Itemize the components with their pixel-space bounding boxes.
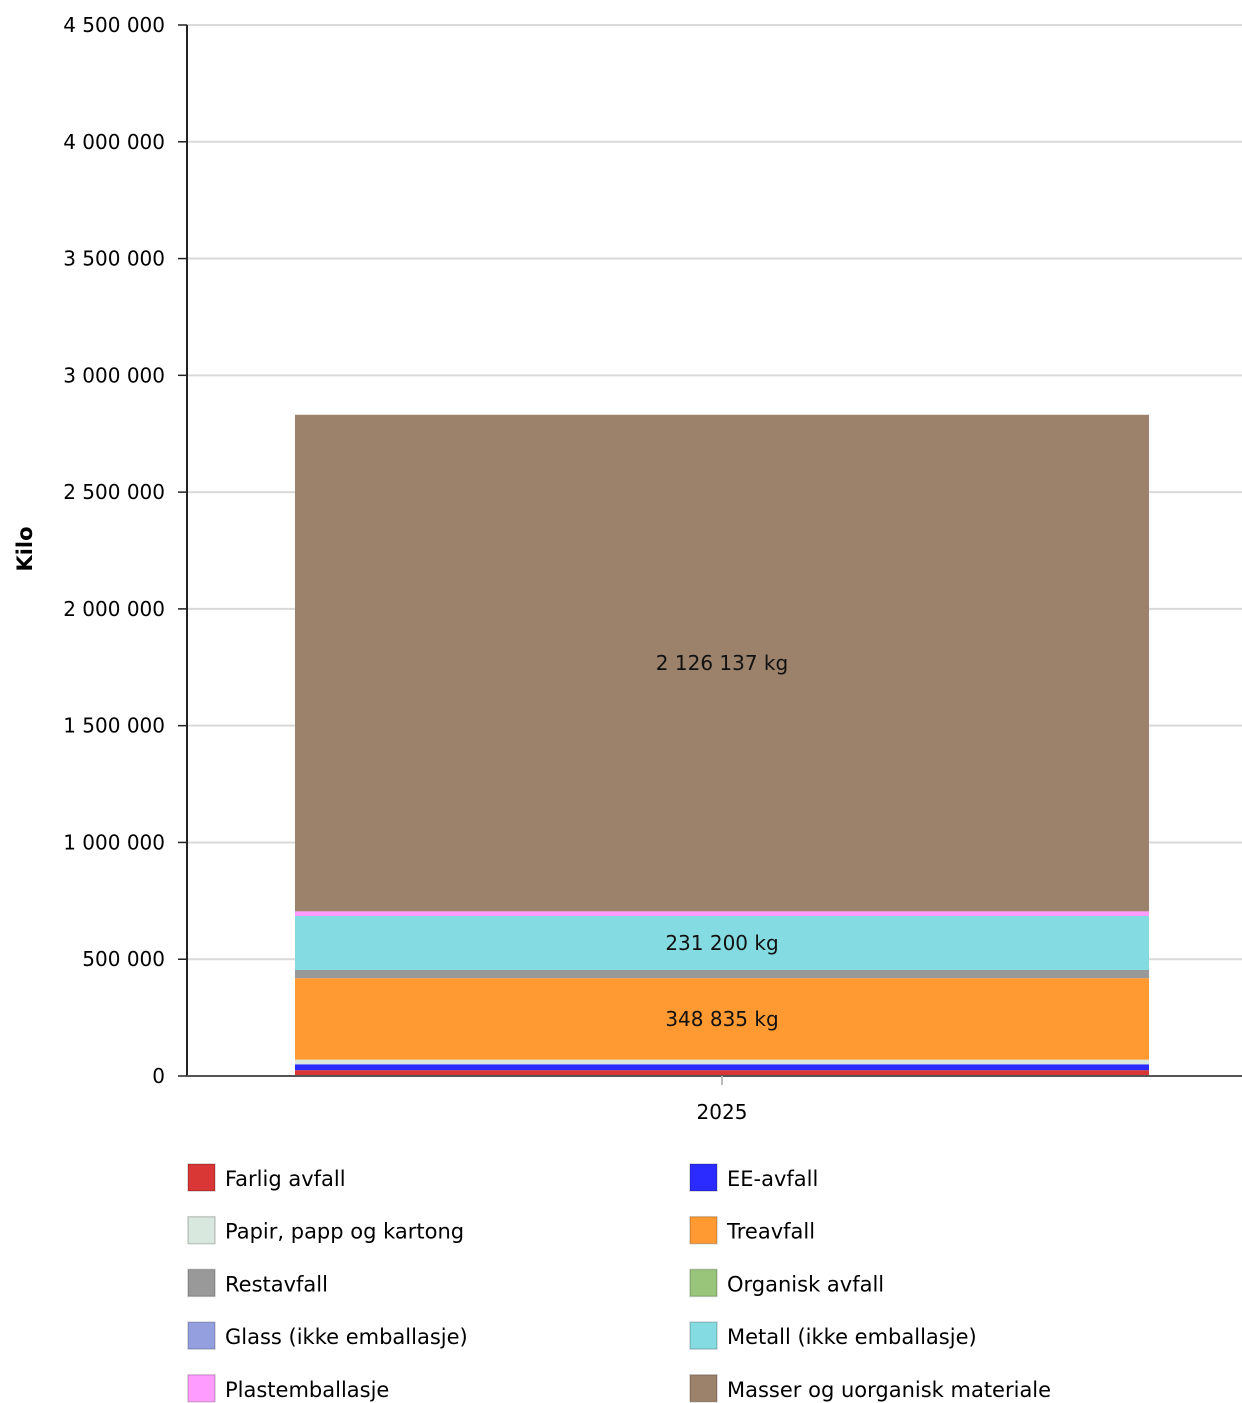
legend-item-masser-og-uorganisk-materiale[interactable]: Masser og uorganisk materiale bbox=[689, 1374, 1051, 1403]
bar-segment-metall-ikke-emballasje[interactable] bbox=[295, 916, 1149, 971]
legend-label: EE-avfall bbox=[727, 1167, 818, 1191]
x-axis-ticks: 2025 bbox=[697, 1076, 748, 1124]
legend-label: Papir, papp og kartong bbox=[225, 1220, 464, 1244]
legend-label: Plastemballasje bbox=[225, 1378, 389, 1402]
legend-item-papir-papp-og-kartong[interactable]: Papir, papp og kartong bbox=[187, 1215, 464, 1245]
legend-item-restavfall[interactable]: Restavfall bbox=[187, 1268, 328, 1298]
legend-swatch bbox=[187, 1215, 216, 1245]
bar-segment-restavfall[interactable] bbox=[295, 970, 1149, 979]
y-tick-label: 2 500 000 bbox=[63, 480, 165, 504]
data-label-treavfall: 348 835 kg bbox=[665, 1007, 778, 1031]
y-tick-label: 4 500 000 bbox=[63, 13, 165, 37]
y-tick-label: 500 000 bbox=[82, 947, 165, 971]
x-tick-label: 2025 bbox=[697, 1100, 748, 1124]
legend-swatch bbox=[187, 1268, 216, 1298]
bar-segment-ee-avfall[interactable] bbox=[295, 1064, 1149, 1071]
legend-label: Farlig avfall bbox=[225, 1167, 346, 1191]
legend-swatch bbox=[689, 1374, 718, 1403]
legend-swatch bbox=[689, 1215, 718, 1245]
legend-swatch bbox=[689, 1163, 718, 1192]
legend-item-plastemballasje[interactable]: Plastemballasje bbox=[187, 1374, 389, 1403]
legend-item-organisk-avfall[interactable]: Organisk avfall bbox=[689, 1268, 884, 1298]
data-label-metall-ikke-emballasje: 231 200 kg bbox=[665, 931, 778, 955]
legend: Farlig avfall Papir, papp og kartong Resta… bbox=[187, 1163, 1051, 1403]
legend-label: Organisk avfall bbox=[727, 1272, 884, 1296]
y-tick-label: 3 000 000 bbox=[63, 363, 165, 387]
bar-segment-treavfall[interactable] bbox=[295, 978, 1149, 1060]
y-tick-label: 0 bbox=[152, 1064, 165, 1088]
legend-swatch bbox=[187, 1163, 216, 1192]
legend-item-glass-ikke-emballasje[interactable]: Glass (ikke emballasje) bbox=[187, 1321, 468, 1350]
bar-segment-plastemballasje[interactable] bbox=[295, 911, 1149, 917]
bar-segment-masser-og-uorganisk-materiale[interactable] bbox=[295, 414, 1149, 912]
data-labels: 348 835 kg 231 200 kg 2 126 137 kg bbox=[656, 651, 788, 1031]
bar-stack-2025 bbox=[295, 414, 1149, 1076]
legend-item-farlig-avfall[interactable]: Farlig avfall bbox=[187, 1163, 346, 1192]
y-axis-title: Kilo bbox=[13, 526, 37, 571]
legend-swatch bbox=[689, 1268, 718, 1298]
y-tick-label: 4 000 000 bbox=[63, 130, 165, 154]
legend-label: Treavfall bbox=[726, 1220, 815, 1244]
y-tick-label: 1 500 000 bbox=[63, 714, 165, 738]
legend-label: Restavfall bbox=[225, 1272, 328, 1296]
legend-item-treavfall[interactable]: Treavfall bbox=[689, 1215, 815, 1245]
legend-item-metall-ikke-emballasje[interactable]: Metall (ikke emballasje) bbox=[689, 1321, 977, 1350]
legend-swatch bbox=[187, 1321, 216, 1350]
y-tick-label: 1 000 000 bbox=[63, 830, 165, 854]
bar-segment-papir-papp-og-kartong[interactable] bbox=[295, 1059, 1149, 1065]
data-label-masser-og-uorganisk-materiale: 2 126 137 kg bbox=[656, 651, 788, 675]
legend-label: Glass (ikke emballasje) bbox=[225, 1325, 468, 1349]
axes bbox=[186, 25, 1242, 1077]
bar-segment-farlig-avfall[interactable] bbox=[295, 1070, 1149, 1076]
y-axis-ticks: 0 500 000 1 000 000 1 500 000 2 000 000 2 500… bbox=[63, 13, 187, 1088]
y-tick-label: 2 000 000 bbox=[63, 597, 165, 621]
legend-item-ee-avfall[interactable]: EE-avfall bbox=[689, 1163, 818, 1192]
legend-label: Masser og uorganisk materiale bbox=[727, 1378, 1051, 1402]
y-tick-label: 3 500 000 bbox=[63, 247, 165, 271]
legend-swatch bbox=[689, 1321, 718, 1350]
legend-label: Metall (ikke emballasje) bbox=[727, 1325, 977, 1349]
legend-swatch bbox=[187, 1374, 216, 1403]
